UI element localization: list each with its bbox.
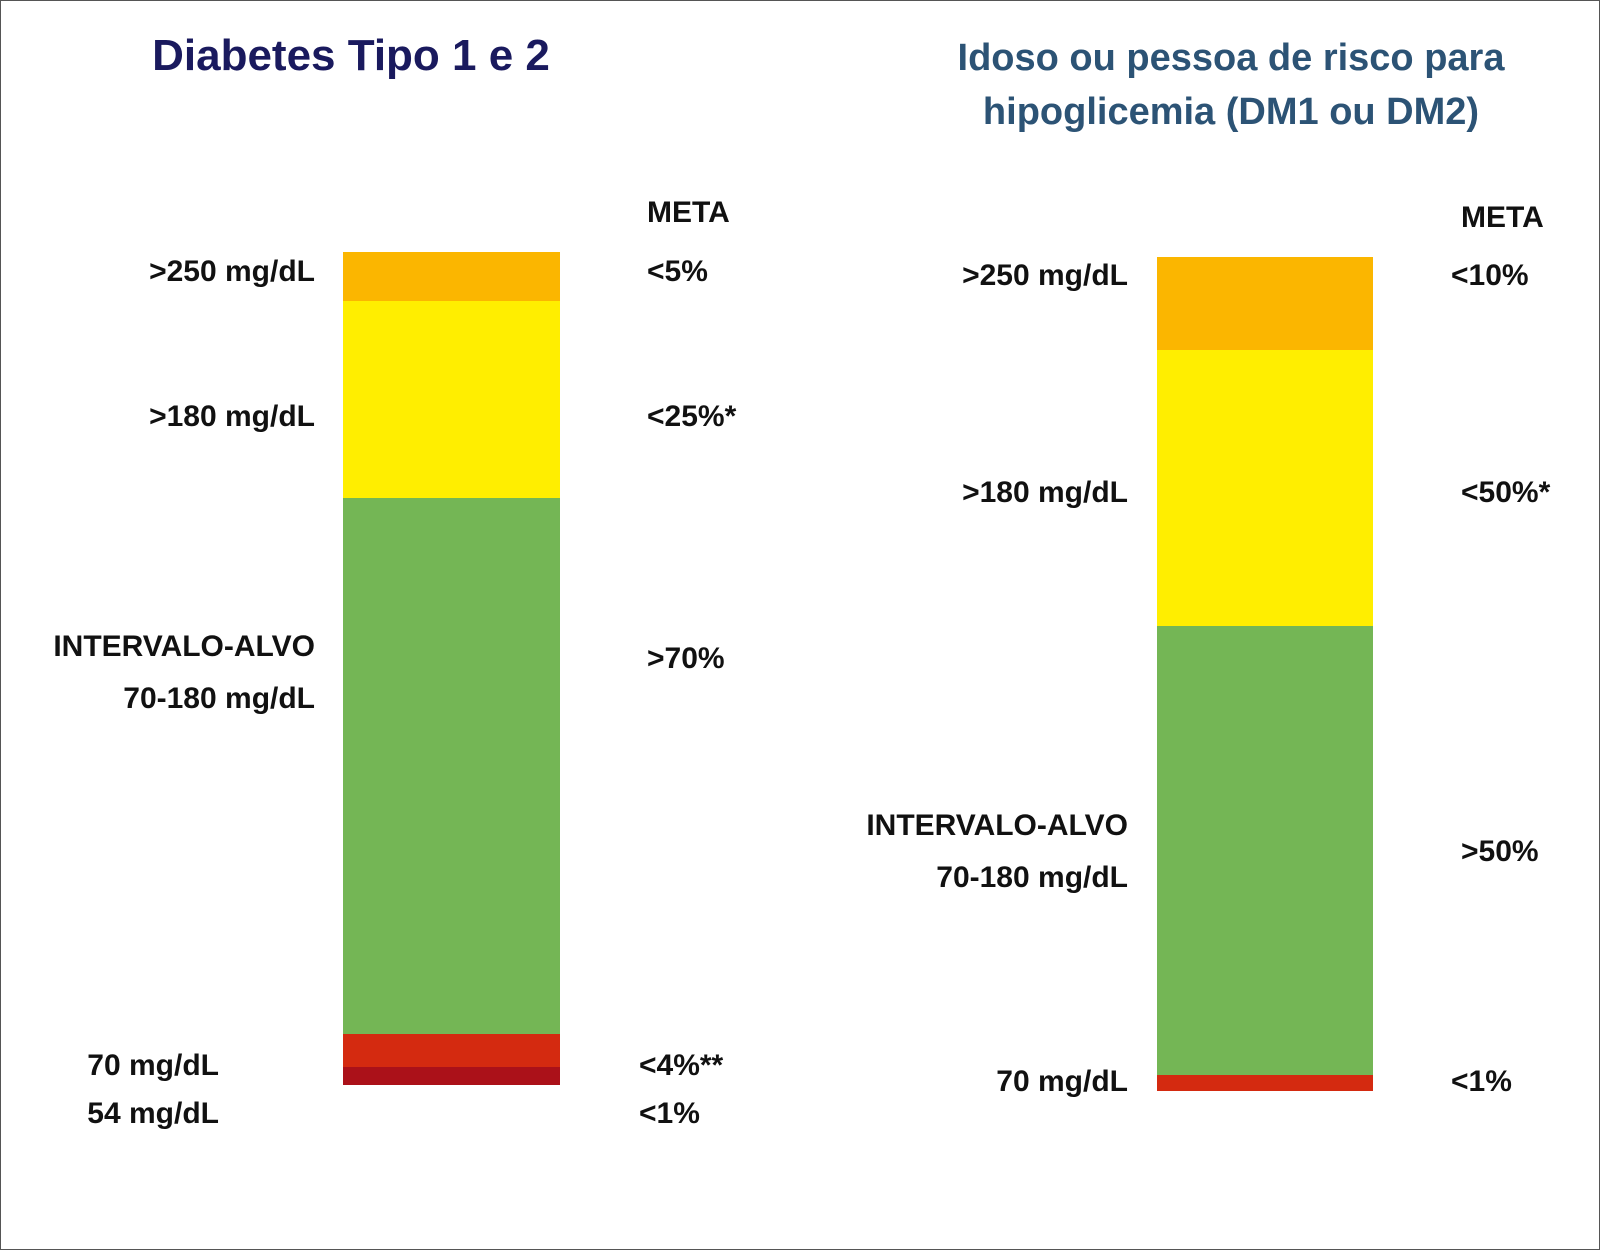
right-chart-title: Idoso ou pessoa de risco para hipoglicem… bbox=[957, 37, 1505, 133]
left-meta-250: <5% bbox=[647, 255, 708, 288]
right-label-180: >180 mg/dL bbox=[962, 476, 1128, 509]
left-label-54: 54 mg/dL bbox=[87, 1097, 219, 1130]
left-bar-segment-above-250 bbox=[343, 252, 560, 301]
right-meta-70: <1% bbox=[1451, 1065, 1512, 1098]
right-meta-target: >50% bbox=[1461, 835, 1539, 868]
left-label-180: >180 mg/dL bbox=[149, 400, 315, 433]
right-bar-segment-above-250 bbox=[1157, 257, 1373, 350]
right-bar-segment-180-250 bbox=[1157, 350, 1373, 626]
right-label-250: >250 mg/dL bbox=[962, 259, 1128, 292]
left-chart-title: Diabetes Tipo 1 e 2 bbox=[152, 31, 550, 80]
right-meta-180: <50%* bbox=[1461, 476, 1551, 509]
right-bar-segment-target-range bbox=[1157, 626, 1373, 1075]
left-bar-segment-54-70 bbox=[343, 1034, 560, 1067]
left-meta-70: <4%** bbox=[639, 1049, 724, 1082]
left-label-70: 70 mg/dL bbox=[87, 1049, 219, 1082]
right-label-70: 70 mg/dL bbox=[996, 1065, 1128, 1098]
left-meta-header: META bbox=[647, 196, 730, 229]
left-bar-segment-target-range bbox=[343, 498, 560, 1034]
left-stacked-bar bbox=[343, 252, 560, 1085]
left-bar-segment-180-250 bbox=[343, 301, 560, 498]
right-bar-segment-below-70 bbox=[1157, 1075, 1373, 1091]
right-target-title: INTERVALO-ALVO bbox=[866, 809, 1128, 842]
right-target-range: 70-180 mg/dL bbox=[936, 861, 1128, 894]
left-bar-segment-below-54 bbox=[343, 1067, 560, 1085]
left-meta-180: <25%* bbox=[647, 400, 737, 433]
right-meta-header: META bbox=[1461, 201, 1544, 234]
left-label-250: >250 mg/dL bbox=[149, 255, 315, 288]
left-meta-54: <1% bbox=[639, 1097, 700, 1130]
left-target-title: INTERVALO-ALVO bbox=[53, 630, 315, 663]
right-stacked-bar bbox=[1157, 257, 1373, 1091]
left-meta-target: >70% bbox=[647, 642, 725, 675]
left-target-range: 70-180 mg/dL bbox=[123, 682, 315, 715]
right-meta-250: <10% bbox=[1451, 259, 1529, 292]
